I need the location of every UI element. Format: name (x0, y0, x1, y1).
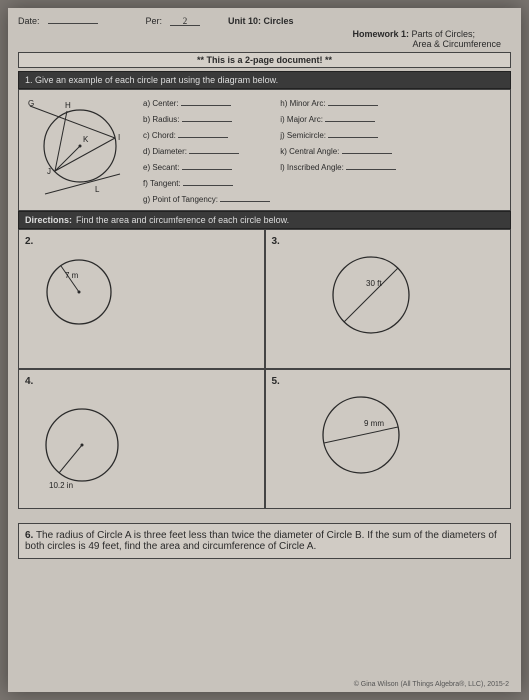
q1-svg: G H I J K L (25, 96, 135, 196)
part-c: c) Chord: (143, 131, 176, 140)
q1-box: G H I J K L a) Center: b) Radius: c) Cho… (18, 89, 511, 211)
blank-c[interactable] (178, 128, 228, 138)
hw-label: Homework 1: (352, 29, 409, 39)
part-k: k) Central Angle: (280, 147, 339, 156)
q1-prompt: 1. Give an example of each circle part u… (18, 71, 511, 89)
parts-columns: a) Center: b) Radius: c) Chord: d) Diame… (143, 96, 504, 204)
part-b: b) Radius: (143, 115, 179, 124)
circle-4: 10.2 in (37, 400, 127, 490)
part-l: l) Inscribed Angle: (280, 163, 344, 172)
date-label: Date: (18, 16, 40, 26)
label-K: K (83, 135, 89, 144)
label-I: I (118, 133, 120, 142)
num-3: 3. (272, 236, 280, 247)
blank-i[interactable] (325, 112, 375, 122)
worksheet-page: Date: Per: 2 Unit 10: Circles Homework 1… (8, 8, 521, 692)
hw-title: Parts of Circles; (411, 29, 475, 39)
part-h: h) Minor Arc: (280, 99, 325, 108)
q6-num: 6. (25, 530, 33, 541)
label-L: L (95, 185, 100, 194)
label-J: J (47, 167, 51, 176)
q1-diagram: G H I J K L (25, 96, 135, 196)
q6-box: 6. The radius of Circle A is three feet … (18, 523, 511, 559)
blank-b[interactable] (182, 112, 232, 122)
blank-a[interactable] (181, 96, 231, 106)
circle-5: 9 mm (316, 390, 406, 480)
blank-j[interactable] (328, 128, 378, 138)
hw-sub: Area & Circumference (412, 39, 501, 49)
problem-grid: 2. 7 m 3. 30 ft 4. 10.2 in (18, 229, 511, 509)
per-value[interactable]: 2 (170, 16, 200, 26)
val-2: 7 m (65, 271, 79, 280)
part-g: g) Point of Tangency: (143, 195, 218, 204)
parts-col-1: a) Center: b) Radius: c) Chord: d) Diame… (143, 96, 270, 204)
label-H: H (65, 101, 71, 110)
part-d: d) Diameter: (143, 147, 187, 156)
part-f: f) Tangent: (143, 179, 181, 188)
num-5: 5. (272, 376, 280, 387)
directions-text: Find the area and circumference of each … (76, 215, 289, 225)
header-row-2: Homework 1: Parts of Circles; Area & Cir… (18, 29, 501, 49)
blank-f[interactable] (183, 176, 233, 186)
per-label: Per: (146, 16, 163, 26)
blank-h[interactable] (328, 96, 378, 106)
num-4: 4. (25, 376, 33, 387)
hw-box: Homework 1: Parts of Circles; Area & Cir… (352, 29, 501, 49)
copyright-footer: © Gina Wilson (All Things Algebra®, LLC)… (354, 681, 509, 688)
part-a: a) Center: (143, 99, 179, 108)
cell-3: 3. 30 ft (265, 229, 512, 369)
unit-label: Unit 10: Circles (228, 16, 294, 26)
blank-k[interactable] (342, 144, 392, 154)
circle-2: 7 m (39, 252, 119, 332)
parts-col-2: h) Minor Arc: i) Major Arc: j) Semicircl… (280, 96, 396, 204)
cell-5: 5. 9 mm (265, 369, 512, 509)
blank-g[interactable] (220, 192, 270, 202)
label-G: G (28, 99, 34, 108)
cell-2: 2. 7 m (18, 229, 265, 369)
date-blank[interactable] (48, 14, 98, 24)
blank-l[interactable] (346, 160, 396, 170)
blank-d[interactable] (189, 144, 239, 154)
two-page-notice: ** This is a 2-page document! ** (18, 52, 511, 68)
val-4: 10.2 in (49, 481, 73, 490)
header-row-1: Date: Per: 2 Unit 10: Circles (18, 14, 511, 26)
q6-text: The radius of Circle A is three feet les… (25, 530, 497, 552)
part-i: i) Major Arc: (280, 115, 323, 124)
part-j: j) Semicircle: (280, 131, 326, 140)
part-e: e) Secant: (143, 163, 179, 172)
val-3: 30 ft (366, 279, 382, 288)
cell-4: 4. 10.2 in (18, 369, 265, 509)
val-5: 9 mm (364, 419, 384, 428)
circle-3: 30 ft (326, 250, 416, 340)
blank-e[interactable] (182, 160, 232, 170)
num-2: 2. (25, 236, 33, 247)
directions-bar: Directions:Find the area and circumferen… (18, 211, 511, 229)
